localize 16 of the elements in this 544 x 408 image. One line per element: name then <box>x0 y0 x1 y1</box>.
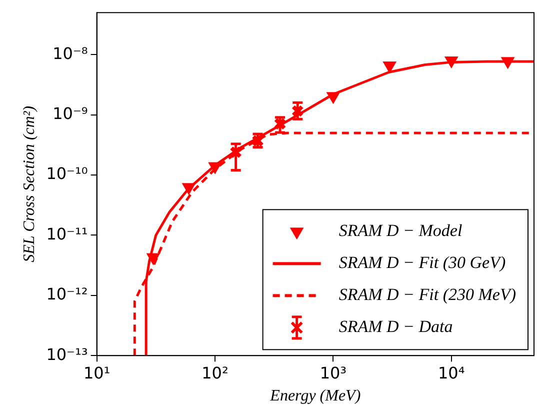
y-axis-title: SEL Cross Section (cm²) <box>20 106 38 262</box>
y-tick-label: 10⁻¹⁰ <box>46 164 88 184</box>
y-tick-label: 10⁻¹² <box>46 284 88 304</box>
x-axis-title: Energy (MeV) <box>269 388 361 405</box>
legend-label: SRAM D − Model <box>338 221 462 240</box>
x-tick-label: 10⁴ <box>438 363 465 382</box>
y-tick-label: 10⁻¹¹ <box>46 224 88 244</box>
x-tick-label: 10³ <box>320 363 347 382</box>
y-tick-label: 10⁻⁸ <box>52 44 88 63</box>
x-tick-label: 10¹ <box>83 363 110 382</box>
y-tick-label: 10⁻⁹ <box>52 104 88 124</box>
y-tick-label: 10⁻¹³ <box>46 344 88 364</box>
x-tick-label: 10² <box>202 363 228 382</box>
legend-label: SRAM D − Fit (230 MeV) <box>338 285 516 304</box>
legend-label: SRAM D − Fit (30 GeV) <box>338 253 506 272</box>
legend-label: SRAM D − Data <box>338 317 453 336</box>
